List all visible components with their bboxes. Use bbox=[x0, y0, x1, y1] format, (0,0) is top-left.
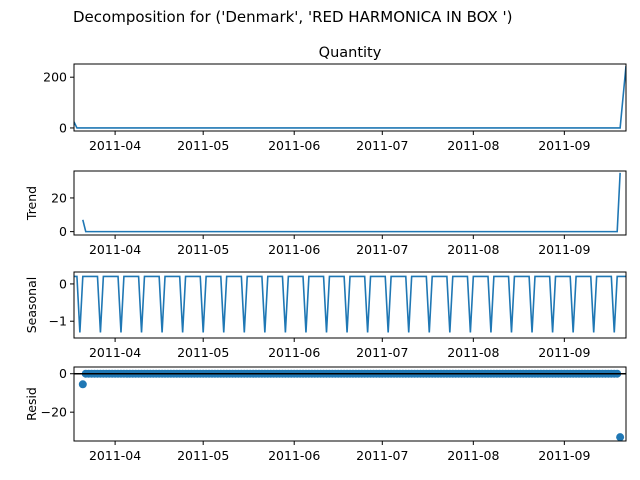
x-tick-label: 2011-07 bbox=[356, 242, 408, 257]
y-tick-label: −1 bbox=[49, 314, 67, 329]
x-tick-label: 2011-04 bbox=[89, 242, 141, 257]
panel-quantity: Quantity 0 200 2011-04 2011-05 2011-06 2011-07… bbox=[43, 45, 627, 153]
series-group bbox=[82, 172, 621, 233]
y-tick-label: 0 bbox=[59, 276, 67, 291]
y-tick-label: 0 bbox=[59, 120, 67, 135]
x-tick-label: 2011-06 bbox=[268, 448, 320, 463]
x-tick-label: 2011-07 bbox=[356, 345, 408, 360]
x-tick-label: 2011-08 bbox=[447, 138, 499, 153]
x-tick-label: 2011-08 bbox=[447, 242, 499, 257]
figure-suptitle: Decomposition for ('Denmark', 'RED HARMO… bbox=[73, 8, 512, 26]
x-tick-label: 2011-09 bbox=[538, 345, 590, 360]
x-tick-label: 2011-05 bbox=[177, 138, 229, 153]
panel-seasonal: Seasonal 0 −1 2011-04 2011-05 2011-06 2011-07 2… bbox=[24, 271, 627, 360]
panel-title: Quantity bbox=[319, 45, 382, 61]
series-group bbox=[78, 369, 625, 441]
y-tick-label: 0 bbox=[59, 366, 67, 381]
y-tick-label: 20 bbox=[51, 190, 67, 205]
axes-frame bbox=[73, 366, 627, 442]
x-tick-label: 2011-09 bbox=[538, 242, 590, 257]
series-line bbox=[74, 65, 626, 129]
seasonal-line bbox=[74, 275, 626, 333]
resid-point bbox=[616, 433, 625, 441]
y-axis-label: Resid bbox=[24, 387, 39, 421]
axes-frame bbox=[73, 170, 627, 236]
y-axis-label: Seasonal bbox=[24, 277, 39, 334]
y-tick-label: 0 bbox=[59, 224, 67, 239]
x-tick-label: 2011-05 bbox=[177, 345, 229, 360]
panel-resid: Resid 0 −20 2011-04 2011-05 2011-06 2011-07 201… bbox=[24, 366, 627, 463]
x-tick-label: 2011-07 bbox=[356, 138, 408, 153]
x-tick-label: 2011-04 bbox=[89, 345, 141, 360]
x-tick-label: 2011-09 bbox=[538, 448, 590, 463]
y-tick-label: −20 bbox=[41, 405, 67, 420]
resid-point bbox=[78, 380, 87, 389]
panel-trend: Trend 0 20 2011-04 2011-05 2011-06 2011-07 2011… bbox=[24, 170, 627, 257]
x-tick-label: 2011-05 bbox=[177, 448, 229, 463]
axes-frame bbox=[73, 271, 627, 339]
x-tick-label: 2011-06 bbox=[268, 345, 320, 360]
y-axis-label: Trend bbox=[24, 186, 39, 221]
series-line bbox=[82, 172, 621, 233]
x-tick-label: 2011-04 bbox=[89, 448, 141, 463]
x-tick-label: 2011-06 bbox=[268, 138, 320, 153]
x-tick-label: 2011-06 bbox=[268, 242, 320, 257]
x-tick-label: 2011-08 bbox=[447, 345, 499, 360]
x-tick-label: 2011-05 bbox=[177, 242, 229, 257]
x-tick-label: 2011-07 bbox=[356, 448, 408, 463]
series-group bbox=[74, 65, 626, 129]
series-group bbox=[74, 275, 626, 333]
x-tick-label: 2011-04 bbox=[89, 138, 141, 153]
x-tick-label: 2011-08 bbox=[447, 448, 499, 463]
x-tick-label: 2011-09 bbox=[538, 138, 590, 153]
axes-frame bbox=[73, 63, 627, 132]
y-tick-label: 200 bbox=[43, 70, 67, 85]
